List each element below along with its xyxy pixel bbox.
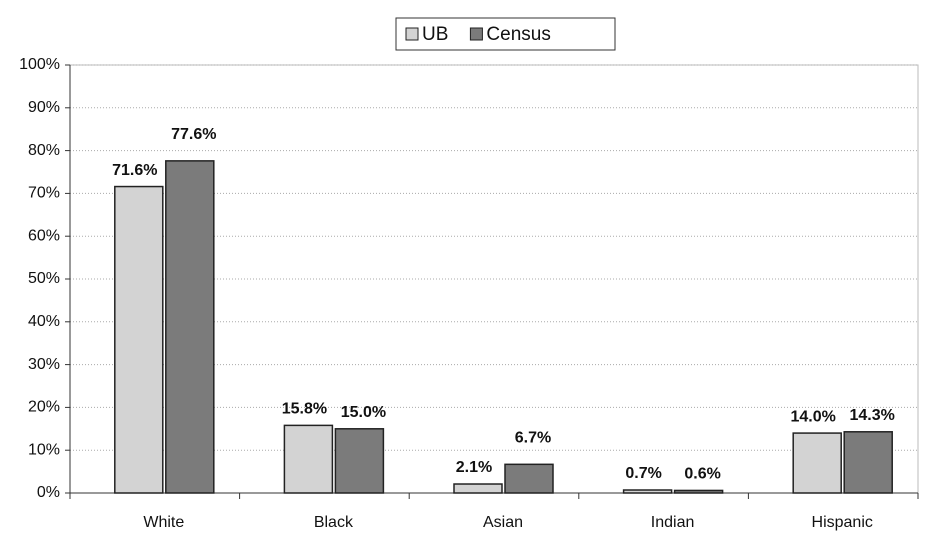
bar (283, 424, 334, 494)
legend-swatch (405, 27, 419, 41)
value-label: 77.6% (171, 126, 216, 143)
x-tick-label: White (143, 514, 184, 531)
legend-swatch (469, 27, 483, 41)
bar (673, 489, 724, 494)
x-tick-label: Black (314, 514, 354, 531)
y-tick-label: 100% (19, 56, 60, 73)
bar (792, 432, 842, 494)
value-label: 15.8% (282, 401, 327, 418)
y-tick-label: 50% (28, 270, 60, 287)
y-tick-label: 40% (28, 313, 60, 330)
bar (843, 431, 893, 494)
value-label: 15.0% (341, 404, 386, 421)
legend-label: Census (486, 24, 550, 45)
x-tick-label: Hispanic (812, 514, 873, 531)
value-label: 0.7% (625, 465, 661, 482)
y-tick-label: 90% (28, 99, 60, 116)
bar (334, 428, 385, 494)
value-label: 71.6% (112, 162, 157, 179)
y-tick-label: 80% (28, 142, 60, 159)
value-label: 6.7% (515, 430, 551, 447)
legend-box (395, 17, 616, 51)
y-tick-label: 60% (28, 227, 60, 244)
x-tick-label: Indian (651, 514, 695, 531)
y-tick-label: 20% (28, 399, 60, 416)
x-tick-label: Asian (483, 514, 523, 531)
value-label: 14.0% (791, 408, 836, 425)
bar (504, 463, 554, 494)
value-label: 0.6% (684, 466, 720, 483)
bar (114, 185, 164, 494)
value-label: 14.3% (850, 407, 895, 424)
y-tick-label: 70% (28, 185, 60, 202)
y-tick-label: 0% (37, 484, 60, 501)
value-label: 2.1% (456, 459, 492, 476)
y-tick-label: 30% (28, 356, 60, 373)
y-tick-label: 10% (28, 441, 60, 458)
bar (165, 160, 215, 494)
bar (453, 483, 503, 494)
bar (622, 489, 673, 494)
legend-label: UB (422, 24, 448, 45)
